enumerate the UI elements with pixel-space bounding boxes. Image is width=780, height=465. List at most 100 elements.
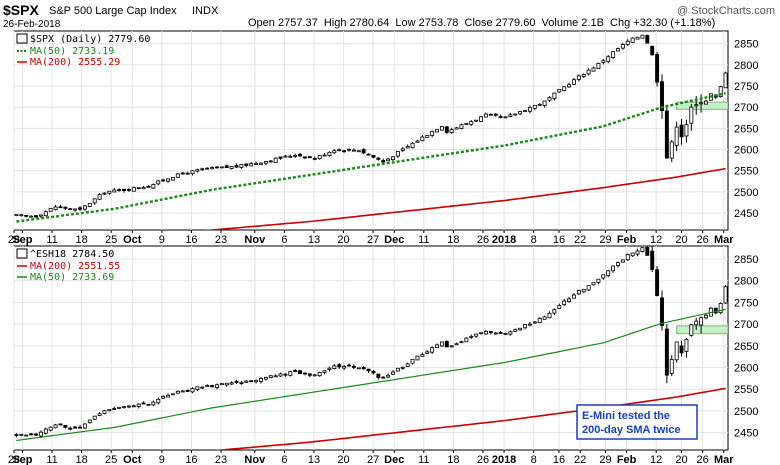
candle bbox=[381, 376, 386, 379]
candle bbox=[73, 426, 78, 429]
candle bbox=[488, 331, 493, 335]
chart-symbol: $SPX bbox=[3, 2, 39, 18]
x-tick-label: Nov bbox=[244, 454, 266, 465]
y-tick-label: 2650 bbox=[734, 341, 758, 353]
candle bbox=[420, 134, 425, 142]
candle bbox=[185, 171, 190, 175]
candle bbox=[395, 151, 400, 159]
candle bbox=[219, 166, 224, 169]
candle bbox=[718, 302, 723, 315]
candle bbox=[283, 373, 288, 377]
candle bbox=[219, 383, 224, 386]
x-tick-label: 27 bbox=[367, 454, 379, 465]
candle bbox=[562, 86, 567, 92]
candle bbox=[601, 58, 606, 65]
x-tick-label: 16 bbox=[185, 454, 197, 465]
candle bbox=[293, 368, 298, 373]
x-tick-label: 20 bbox=[675, 454, 687, 465]
candle bbox=[337, 363, 342, 369]
candle bbox=[53, 204, 58, 211]
x-tick-label: 6 bbox=[281, 234, 287, 246]
candle bbox=[82, 423, 87, 429]
candle bbox=[547, 311, 552, 319]
candle bbox=[229, 166, 234, 170]
candle bbox=[669, 140, 674, 163]
candle bbox=[195, 386, 200, 392]
candle bbox=[131, 186, 136, 192]
y-tick-label: 2700 bbox=[734, 102, 758, 114]
ma-200-line bbox=[202, 167, 726, 230]
candle bbox=[689, 323, 694, 337]
candle bbox=[273, 374, 278, 378]
candle bbox=[92, 198, 97, 205]
candle bbox=[640, 247, 645, 253]
candle bbox=[327, 366, 332, 372]
candle bbox=[97, 193, 102, 201]
x-tick-label: Mar bbox=[714, 234, 734, 246]
candle bbox=[650, 45, 655, 56]
candle bbox=[405, 144, 410, 149]
candle bbox=[611, 51, 616, 59]
candle bbox=[263, 160, 268, 166]
candle bbox=[699, 316, 704, 334]
candle bbox=[547, 96, 552, 103]
candle bbox=[503, 332, 508, 336]
y-tick-label: 2700 bbox=[734, 319, 758, 331]
candle bbox=[166, 393, 171, 398]
candle bbox=[342, 364, 347, 371]
candle bbox=[200, 386, 205, 389]
x-tick-label: 22 bbox=[574, 234, 586, 246]
candle bbox=[395, 367, 400, 372]
candle bbox=[498, 330, 503, 334]
candle bbox=[24, 214, 29, 218]
legend-swatch-price bbox=[16, 33, 28, 44]
candle bbox=[596, 278, 601, 285]
candle bbox=[278, 372, 283, 378]
candle bbox=[606, 55, 611, 64]
x-tick-label: 11 bbox=[418, 454, 429, 465]
candle bbox=[322, 370, 327, 375]
x-tick-label: 26 bbox=[697, 454, 709, 465]
candle bbox=[112, 187, 117, 193]
candle bbox=[268, 374, 273, 379]
candle bbox=[562, 298, 567, 307]
candle bbox=[347, 363, 351, 367]
candle bbox=[361, 148, 366, 155]
candle bbox=[459, 123, 464, 130]
candle bbox=[625, 253, 630, 262]
y-tick-label: 2850 bbox=[734, 39, 758, 51]
candle bbox=[376, 373, 381, 380]
candle bbox=[288, 370, 293, 377]
candle bbox=[254, 161, 259, 166]
x-tick-label: 26 bbox=[477, 454, 489, 465]
candle bbox=[537, 103, 542, 106]
x-tick-label: 16 bbox=[553, 234, 565, 246]
candle bbox=[214, 165, 219, 169]
candle bbox=[259, 162, 263, 165]
candle bbox=[107, 408, 112, 412]
candle bbox=[259, 377, 263, 384]
x-tick-label: Dec bbox=[384, 234, 404, 246]
candle bbox=[381, 158, 386, 163]
candle bbox=[254, 379, 259, 384]
candle bbox=[327, 151, 332, 157]
candle bbox=[542, 100, 547, 108]
candle bbox=[532, 104, 537, 111]
candle bbox=[513, 328, 518, 332]
candle bbox=[664, 105, 669, 159]
legend-entry: MA(200) 2551.55 bbox=[30, 261, 120, 272]
candle bbox=[571, 77, 576, 85]
candle bbox=[444, 340, 449, 348]
candle bbox=[136, 403, 141, 409]
candle bbox=[425, 134, 430, 139]
candle bbox=[586, 68, 591, 76]
chart-exchange: INDX bbox=[192, 5, 219, 17]
y-tick-label: 2450 bbox=[734, 208, 758, 220]
x-tick-label: Nov bbox=[244, 234, 266, 246]
candle bbox=[650, 246, 655, 273]
candle bbox=[611, 265, 616, 273]
candle bbox=[616, 261, 620, 268]
